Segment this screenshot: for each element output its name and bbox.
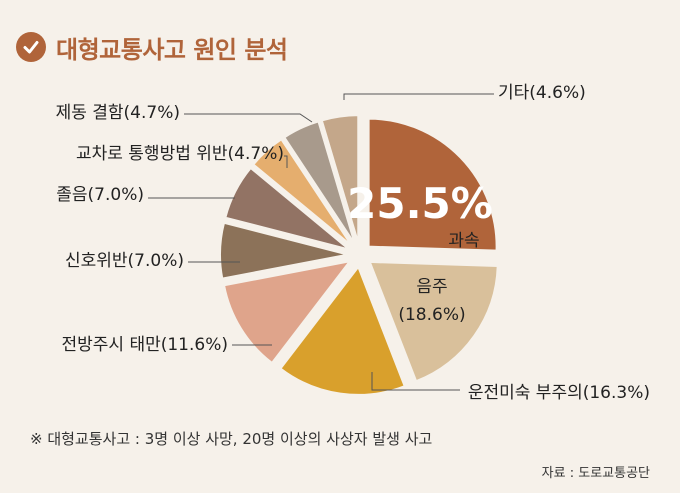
pie-slice-6 <box>224 166 350 251</box>
slice-9-leader-line <box>343 93 494 100</box>
pie-slice-3 <box>279 264 406 396</box>
check-circle-icon <box>16 32 46 62</box>
slice-2-name-label: 음주 <box>416 277 447 297</box>
pie-slice-7 <box>251 137 353 247</box>
pie-slice-1 <box>367 117 498 252</box>
pie-slice-5 <box>219 221 349 280</box>
pie-slice-8 <box>282 120 356 245</box>
slice-2-value-label: (18.6%) <box>398 305 465 325</box>
title-row: 대형교통사고 원인 분석 <box>16 30 288 64</box>
slice-1-value-label: 25.5% <box>347 179 493 228</box>
pie-slice-4 <box>222 259 353 365</box>
slice-3-leader-line <box>371 372 460 391</box>
slice-6-label: 졸음(7.0%) <box>56 185 144 205</box>
source-note: 자료 : 도로교통공단 <box>541 466 650 481</box>
slice-8-leader-line <box>184 113 313 123</box>
slice-7-label: 교차로 통행방법 위반(4.7%) <box>76 144 284 164</box>
pie-slice-2 <box>368 260 499 383</box>
chart-title: 대형교통사고 원인 분석 <box>56 35 288 64</box>
pie-slice-9 <box>320 114 360 244</box>
slice-3-label: 운전미숙 부주의(16.3%) <box>468 383 650 403</box>
slice-1-name-label: 과속 <box>448 231 479 251</box>
slice-7-leader-line <box>284 155 288 168</box>
slice-8-label: 제동 결함(4.7%) <box>56 103 180 123</box>
slice-9-label: 기타(4.6%) <box>498 83 586 103</box>
slice-4-label: 전방주시 태만(11.6%) <box>61 335 228 355</box>
slice-5-label: 신호위반(7.0%) <box>65 251 184 271</box>
footnote: ※ 대형교통사고 : 3명 이상 사망, 20명 이상의 사상자 발생 사고 <box>30 430 433 448</box>
